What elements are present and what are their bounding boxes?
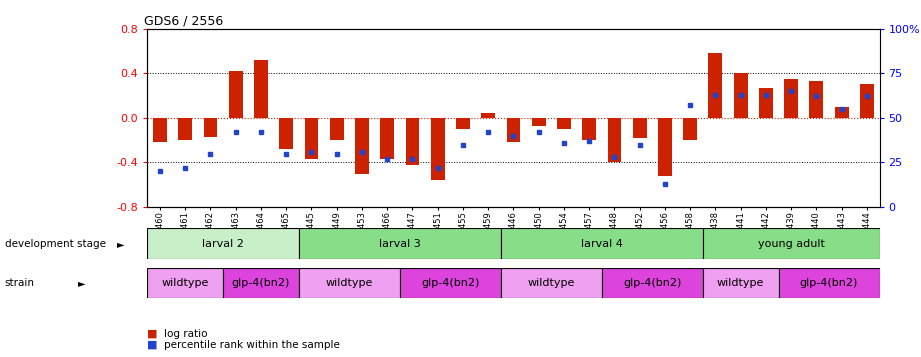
Bar bbox=[708, 53, 722, 118]
Bar bbox=[298, 268, 400, 298]
Bar bbox=[557, 118, 571, 129]
Bar bbox=[204, 118, 217, 137]
Text: wildtype: wildtype bbox=[528, 278, 575, 288]
Text: GDS6 / 2556: GDS6 / 2556 bbox=[144, 14, 223, 27]
Bar bbox=[179, 118, 192, 140]
Bar bbox=[355, 118, 369, 174]
Bar bbox=[860, 84, 874, 118]
Bar bbox=[834, 107, 848, 118]
Bar bbox=[305, 118, 319, 159]
Text: development stage: development stage bbox=[5, 239, 106, 249]
Bar bbox=[153, 118, 167, 142]
Bar bbox=[147, 268, 223, 298]
Bar bbox=[759, 88, 773, 118]
Text: ■: ■ bbox=[147, 329, 157, 339]
Bar bbox=[785, 79, 799, 118]
Text: larval 2: larval 2 bbox=[203, 238, 244, 249]
Text: wildtype: wildtype bbox=[326, 278, 373, 288]
Bar bbox=[482, 114, 495, 118]
Text: glp-4(bn2): glp-4(bn2) bbox=[799, 278, 858, 288]
Bar bbox=[456, 118, 470, 129]
Text: larval 4: larval 4 bbox=[581, 238, 623, 249]
Text: log ratio: log ratio bbox=[164, 329, 207, 339]
Text: ►: ► bbox=[78, 278, 86, 288]
Bar bbox=[228, 71, 242, 118]
Bar bbox=[810, 81, 823, 118]
Bar bbox=[531, 118, 545, 126]
Bar bbox=[431, 118, 445, 180]
Bar bbox=[501, 228, 703, 259]
Text: glp-4(bn2): glp-4(bn2) bbox=[232, 278, 290, 288]
Text: larval 3: larval 3 bbox=[379, 238, 421, 249]
Bar bbox=[400, 268, 501, 298]
Bar bbox=[778, 268, 880, 298]
Bar bbox=[298, 228, 501, 259]
Bar bbox=[501, 268, 601, 298]
Bar bbox=[608, 118, 622, 162]
Bar bbox=[147, 228, 298, 259]
Bar bbox=[223, 268, 298, 298]
Bar bbox=[633, 118, 647, 138]
Bar bbox=[254, 60, 268, 118]
Bar bbox=[380, 118, 394, 159]
Bar bbox=[703, 228, 880, 259]
Bar bbox=[703, 268, 778, 298]
Text: strain: strain bbox=[5, 278, 35, 288]
Bar bbox=[601, 268, 703, 298]
Bar bbox=[658, 118, 672, 176]
Text: wildtype: wildtype bbox=[161, 278, 209, 288]
Text: ►: ► bbox=[117, 239, 124, 249]
Bar bbox=[330, 118, 344, 140]
Text: glp-4(bn2): glp-4(bn2) bbox=[421, 278, 480, 288]
Text: glp-4(bn2): glp-4(bn2) bbox=[624, 278, 682, 288]
Bar bbox=[582, 118, 596, 140]
Text: percentile rank within the sample: percentile rank within the sample bbox=[164, 340, 340, 350]
Bar bbox=[507, 118, 520, 142]
Text: wildtype: wildtype bbox=[717, 278, 764, 288]
Text: ■: ■ bbox=[147, 340, 157, 350]
Bar bbox=[683, 118, 697, 140]
Bar bbox=[405, 118, 419, 165]
Bar bbox=[734, 73, 748, 118]
Bar bbox=[279, 118, 293, 149]
Text: young adult: young adult bbox=[758, 238, 824, 249]
